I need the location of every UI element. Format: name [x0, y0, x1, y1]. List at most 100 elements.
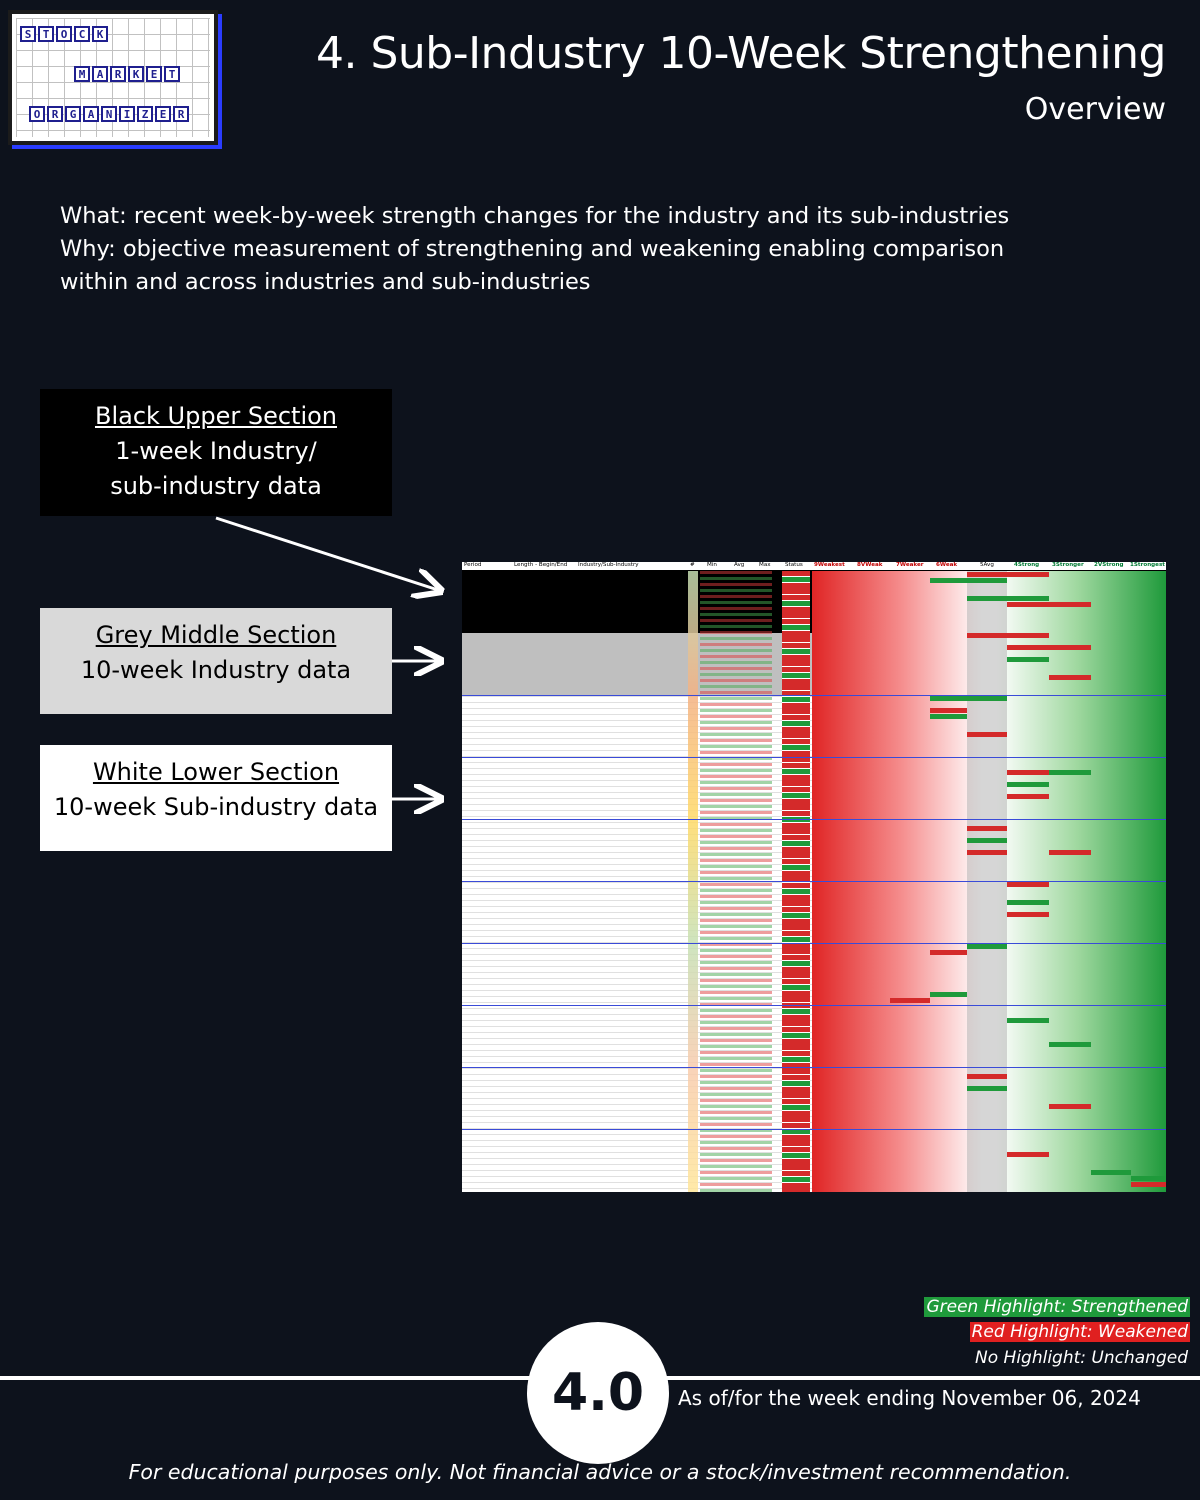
strengthened-marker [1049, 1042, 1091, 1047]
weakened-marker [1007, 572, 1049, 577]
logo-letter: O [56, 26, 72, 42]
header-9weakest: 9Weakest [814, 562, 845, 568]
logo-letter: T [38, 26, 54, 42]
grey-middle-section-callout: Grey Middle Section 10-week Industry dat… [40, 608, 392, 714]
logo-letter: M [74, 66, 90, 82]
strengthened-marker [930, 714, 967, 719]
weakened-marker [1007, 602, 1049, 607]
header-4strong: 4Strong [1014, 562, 1040, 568]
logo-letter: G [65, 106, 81, 122]
header-6weak: 6Weak [936, 562, 958, 568]
page-title: 4. Sub-Industry 10-Week Strengthening [315, 28, 1167, 79]
logo-letter: R [47, 106, 63, 122]
logo-letter: R [110, 66, 126, 82]
weakened-marker [1007, 770, 1049, 775]
logo-letter: E [146, 66, 162, 82]
callout-heading: White Lower Section [92, 758, 340, 786]
logo-letter: S [20, 26, 36, 42]
section-divider [462, 1005, 1166, 1006]
weakened-marker [967, 826, 1007, 831]
logo-letter: C [74, 26, 90, 42]
weakened-marker [1007, 645, 1049, 650]
logo-letter: Z [137, 106, 153, 122]
strengthened-marker [1049, 770, 1091, 775]
logo-letter: K [92, 26, 108, 42]
weakened-marker [967, 572, 1007, 577]
white-lower-section-callout: White Lower Section 10-week Sub-industry… [40, 745, 392, 851]
weakened-marker [930, 950, 967, 955]
weakened-marker [1007, 794, 1049, 799]
weakened-marker [1007, 882, 1049, 887]
section-divider [462, 1129, 1166, 1130]
section-divider [462, 695, 1166, 696]
section-number-badge: 4.0 [527, 1322, 669, 1464]
logo-letter: O [29, 106, 45, 122]
strengthened-marker [967, 596, 1007, 601]
stock-market-organizer-logo: S T O C K M A R K E T O R G A N I Z E R [8, 10, 218, 145]
description-why-cont: within and across industries and sub-ind… [60, 269, 591, 295]
description-what: What: recent week-by-week strength chang… [60, 203, 1010, 229]
spreadsheet-thumbnail: Period Length - Begin/End Industry/Sub-I… [462, 562, 1166, 1192]
section-divider [462, 943, 1166, 944]
weakened-marker [1131, 1182, 1166, 1187]
weakened-marker [967, 633, 1007, 638]
strengthened-marker [967, 578, 1007, 583]
weakened-marker [1049, 675, 1091, 680]
logo-letter: T [164, 66, 180, 82]
logo-letter: A [92, 66, 108, 82]
header-status: Status [785, 562, 803, 568]
header-avg: Avg [734, 562, 745, 568]
logo-letter: E [155, 106, 171, 122]
strengthened-marker [967, 838, 1007, 843]
logo-row-stock: S T O C K [20, 26, 108, 42]
strengthened-marker [1007, 596, 1049, 601]
arrow-icon [215, 516, 438, 590]
weakened-marker [1007, 633, 1049, 638]
weakened-marker [1049, 850, 1091, 855]
callout-text: 1-week Industry/ [115, 437, 317, 465]
page-subtitle: Overview [1024, 92, 1166, 127]
section-divider [462, 1067, 1166, 1068]
weakened-marker [890, 998, 930, 1003]
weakened-marker [1049, 645, 1091, 650]
weakened-marker [967, 850, 1007, 855]
legend-weakened: Red Highlight: Weakened [969, 1322, 1190, 1342]
callout-text: sub-industry data [110, 472, 322, 500]
header-max: Max [759, 562, 771, 568]
header-min: Min [707, 562, 717, 568]
logo-row-organizer: O R G A N I Z E R [29, 106, 189, 122]
strengthened-marker [1131, 1176, 1166, 1181]
strengthened-marker [967, 1086, 1007, 1091]
strengthened-marker [1007, 782, 1049, 787]
callout-heading: Grey Middle Section [95, 621, 337, 649]
weakened-marker [1049, 1104, 1091, 1109]
weakened-marker [1007, 1152, 1049, 1157]
legend-strengthened: Green Highlight: Strengthened [924, 1297, 1190, 1317]
legend-unchanged: No Highlight: Unchanged [975, 1348, 1188, 1368]
header-5avg: 5Avg [980, 562, 994, 568]
sheet-header-row: Period Length - Begin/End Industry/Sub-I… [462, 562, 1166, 571]
callout-heading: Black Upper Section [94, 402, 338, 430]
header-period: Period [464, 562, 482, 568]
header-2vstrong: 2VStrong [1094, 562, 1124, 568]
strengthened-marker [967, 944, 1007, 949]
section-divider [462, 881, 1166, 882]
weakened-marker [930, 708, 967, 713]
strengthened-marker [930, 696, 967, 701]
as-of-date: As of/for the week ending November 06, 2… [678, 1386, 1141, 1410]
strengthened-marker [967, 696, 1007, 701]
logo-letter: K [128, 66, 144, 82]
header-1strongest: 1Strongest [1130, 562, 1165, 568]
logo-letter: N [101, 106, 117, 122]
strengthened-marker [1007, 1018, 1049, 1023]
strengthened-marker [1091, 1170, 1131, 1175]
logo-letter: R [173, 106, 189, 122]
weakened-marker [967, 1074, 1007, 1079]
strengthened-marker [1007, 900, 1049, 905]
black-upper-section-callout: Black Upper Section 1-week Industry/ sub… [40, 389, 392, 516]
section-divider [462, 757, 1166, 758]
header-7weaker: 7Weaker [896, 562, 924, 568]
logo-letter: I [119, 106, 135, 122]
callout-text: 10-week Industry data [80, 656, 352, 684]
weakened-marker [1007, 912, 1049, 917]
